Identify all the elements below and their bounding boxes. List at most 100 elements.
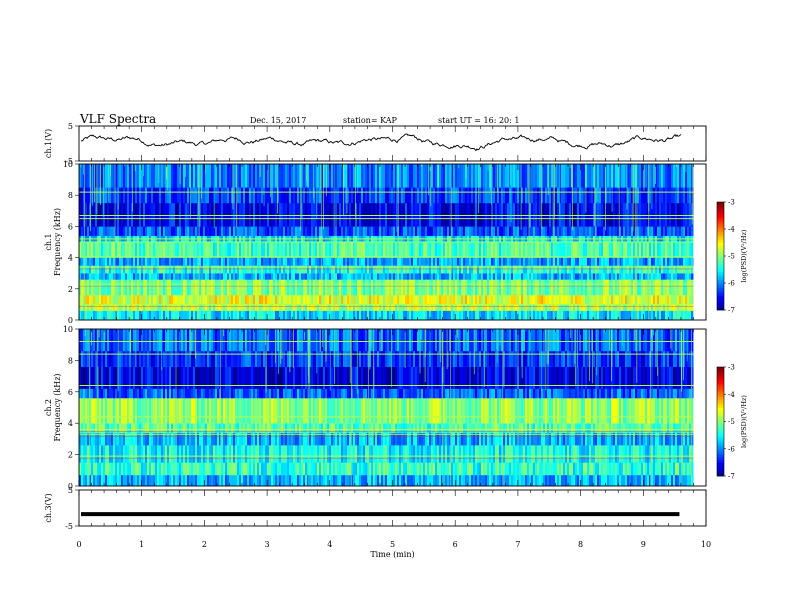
spectrogram-cell: [327, 265, 330, 274]
spectrogram-cell: [205, 265, 208, 274]
spectrogram-cell: [307, 242, 310, 258]
spectrogram-cell: [531, 273, 534, 280]
spectrogram-cell: [551, 226, 554, 236]
spectrogram-cell: [117, 475, 120, 487]
spectrogram-cell: [107, 279, 110, 296]
spectrogram-cell: [435, 257, 438, 266]
spectrogram-cell: [469, 462, 472, 476]
spectrogram-cell: [323, 462, 326, 476]
spectrogram-cell: [501, 226, 504, 236]
spectrogram-cell: [207, 187, 210, 204]
spectrogram-cell: [509, 310, 512, 321]
spectrogram-cell: [141, 273, 144, 280]
spectrogram-cell: [361, 164, 364, 188]
spectrogram-cell: [459, 475, 462, 487]
spectrogram-cell: [215, 265, 218, 274]
spectrogram-cell: [659, 475, 662, 487]
spectrogram-cell: [395, 273, 398, 280]
spectrogram-cell: [603, 304, 606, 311]
spectrogram-cell: [179, 475, 182, 487]
spectrogram-cell: [431, 475, 434, 487]
spectrogram-cell: [665, 187, 668, 204]
spectrogram-cell: [589, 187, 592, 204]
spectrogram-cell: [141, 187, 144, 204]
spectrogram-cell: [537, 242, 540, 258]
spectrogram-cell: [369, 310, 372, 321]
spectrogram-cell: [275, 310, 278, 321]
spectrogram-cell: [603, 273, 606, 280]
spectrogram-cell: [345, 462, 348, 476]
spectrogram-cell: [273, 475, 276, 487]
spectrogram-cell: [613, 310, 616, 321]
spectrogram-cell: [399, 265, 402, 274]
spectrogram-cell: [355, 257, 358, 266]
spectrogram-cell: [683, 187, 686, 204]
spectrogram-cell: [129, 203, 132, 227]
spectrogram-cell: [235, 257, 238, 266]
spectrogram-cell: [555, 265, 558, 274]
spectrogram-cell: [653, 203, 656, 227]
spectrogram-cell: [433, 203, 436, 227]
spectrogram-cell: [439, 265, 442, 274]
spectrogram-cell: [623, 164, 626, 188]
spectrogram-cell: [561, 462, 564, 476]
spectrogram-cell: [201, 203, 204, 227]
spectrogram-cell: [587, 164, 590, 188]
spectrogram-cell: [353, 203, 356, 227]
spectrogram-cell: [157, 187, 160, 204]
spectrogram-cell: [137, 187, 140, 204]
spectrogram-cell: [687, 475, 690, 487]
spectrogram-cell: [151, 304, 154, 311]
spectrogram-cell: [595, 462, 598, 476]
spectrogram-cell: [427, 273, 430, 280]
spectrogram-cell: [491, 462, 494, 476]
spectrogram-cell: [215, 164, 218, 188]
spectrogram-cell: [419, 273, 422, 280]
spectrogram-cell: [411, 279, 414, 296]
spectrogram-cell: [159, 187, 162, 204]
spectrogram-cell: [125, 242, 128, 258]
spectrogram-cell: [579, 187, 582, 204]
spectrogram-cell: [385, 279, 388, 296]
spectrogram-cell: [93, 257, 96, 266]
spectrogram-cell: [153, 226, 156, 236]
spectrogram-cell: [549, 203, 552, 227]
spectrogram-cell: [485, 310, 488, 321]
spectrogram-cell: [493, 226, 496, 236]
spectrogram-cell: [257, 462, 260, 476]
spectrogram-cell: [161, 475, 164, 487]
spectrogram-cell: [207, 475, 210, 487]
spectrogram-cell: [309, 304, 312, 311]
spectrogram-cell: [271, 279, 274, 296]
spectrogram-cell: [477, 242, 480, 258]
spectrogram-cell: [403, 164, 406, 188]
colorbar-tick-label: -6: [728, 280, 735, 288]
spectrogram-cell: [647, 304, 650, 311]
spectrogram-cell: [361, 226, 364, 236]
spectrogram-cell: [327, 203, 330, 227]
spectrogram-cell: [613, 295, 616, 305]
spectrogram-cell: [447, 310, 450, 321]
spectrogram-cell: [517, 242, 520, 258]
spectrogram-cell: [391, 310, 394, 321]
spectrogram-cell: [679, 226, 682, 236]
spectrogram-cell: [115, 203, 118, 227]
spectrogram-cell: [125, 164, 128, 188]
spectrogram-cell: [443, 226, 446, 236]
spectrogram-cell: [355, 203, 358, 227]
spectrogram-cell: [483, 475, 486, 487]
spectrogram-cell: [615, 187, 618, 204]
spectrogram-cell: [133, 226, 136, 236]
spectrogram-cell: [141, 475, 144, 487]
spectrogram-cell: [553, 187, 556, 204]
spectrogram-cell: [135, 242, 138, 258]
spectrogram-cell: [377, 265, 380, 274]
spectrogram-cell: [113, 273, 116, 280]
spectrogram-cell: [347, 265, 350, 274]
spectrogram-cell: [631, 475, 634, 487]
spectrogram-cell: [551, 273, 554, 280]
spectrogram-cell: [555, 304, 558, 311]
spectrogram-cell: [315, 164, 318, 188]
spectrogram-cell: [417, 242, 420, 258]
spectrogram-cell: [235, 295, 238, 305]
